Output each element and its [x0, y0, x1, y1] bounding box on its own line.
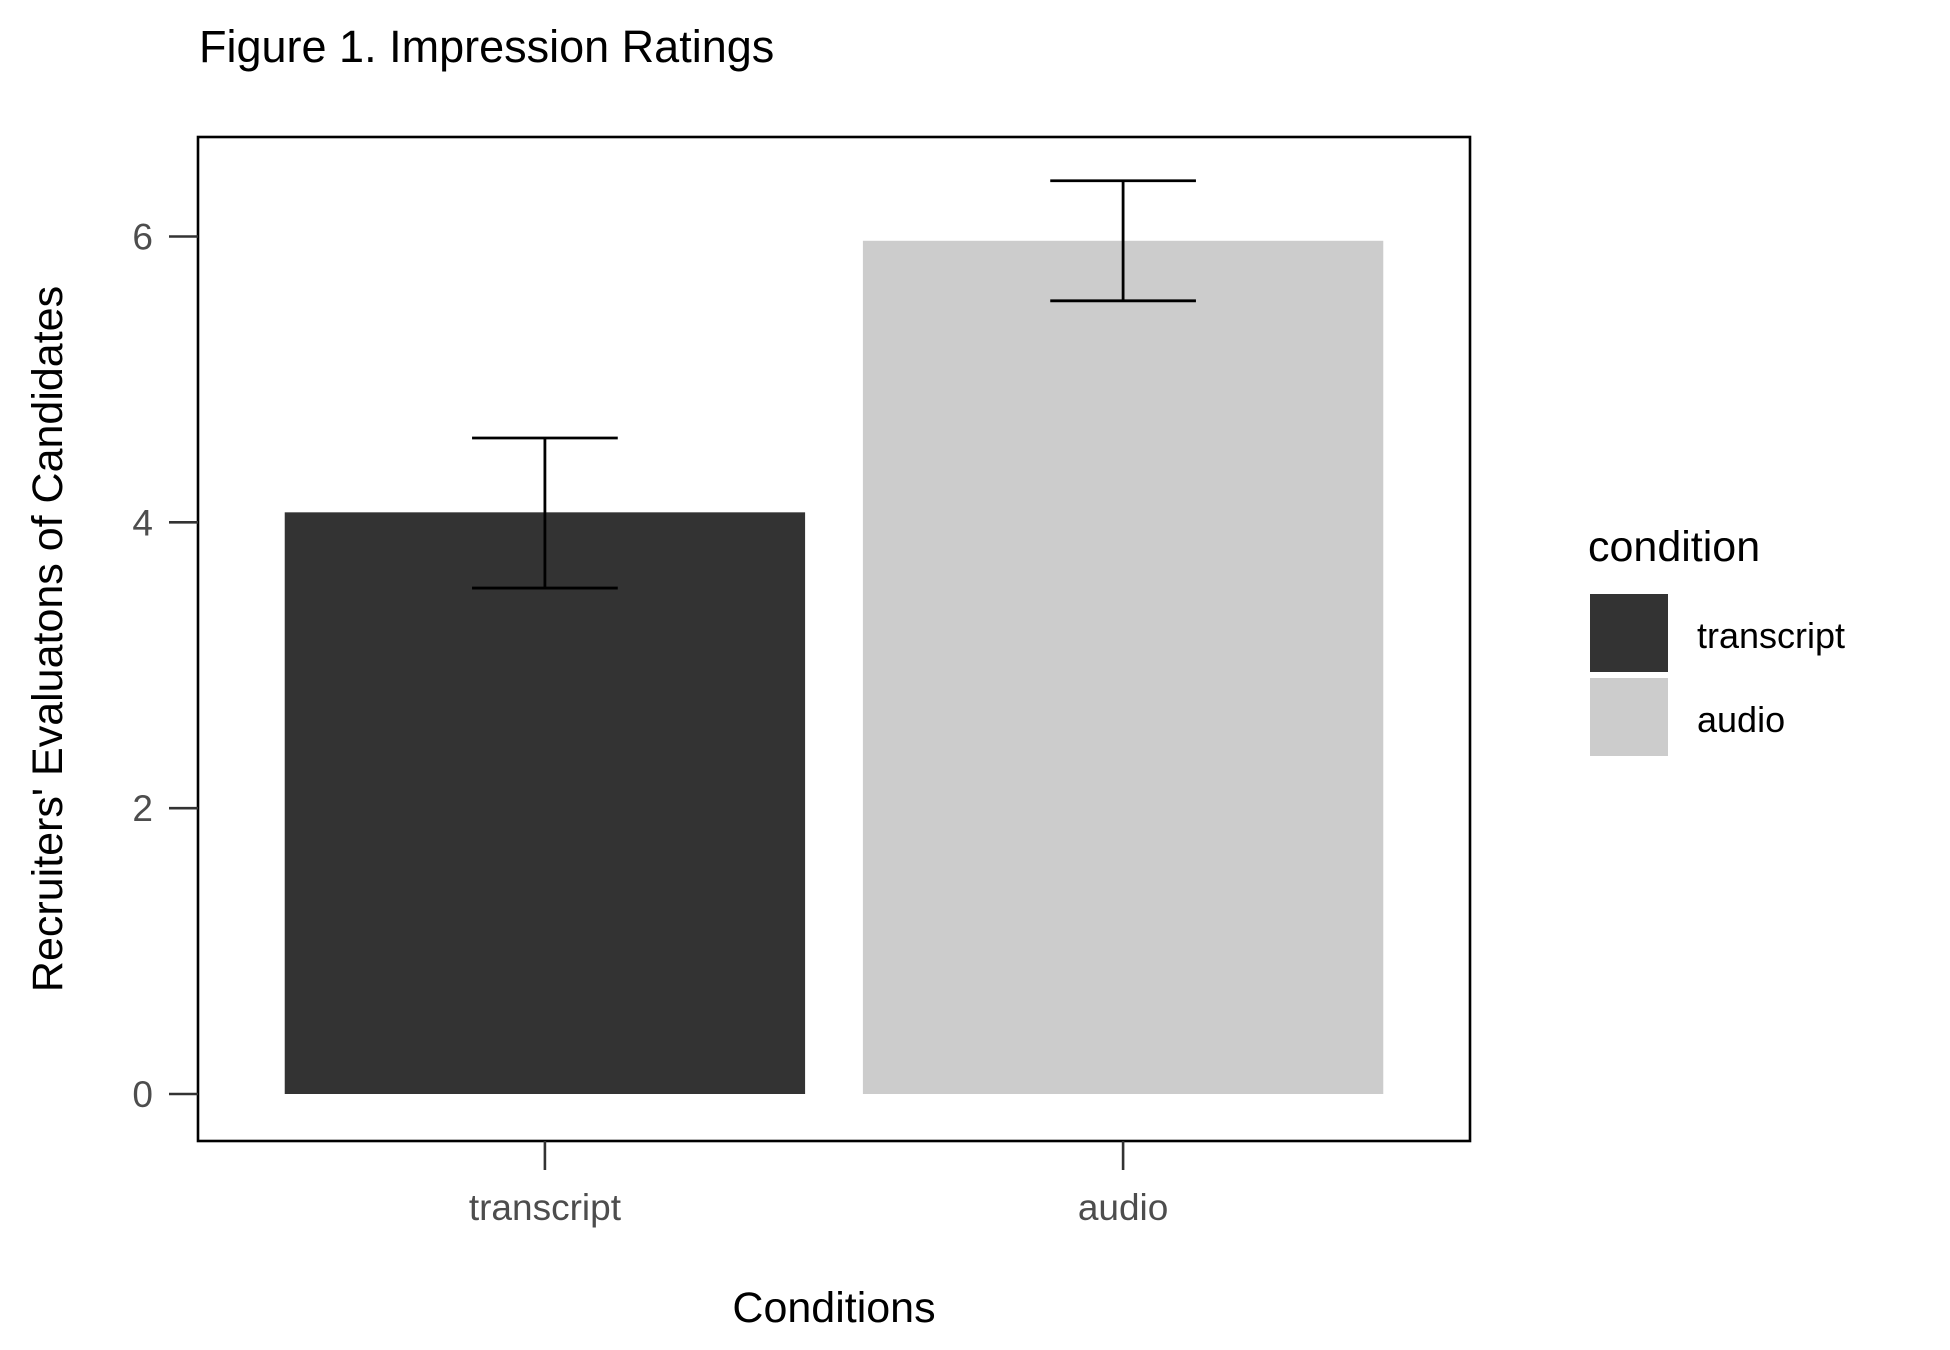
legend-label-audio: audio	[1697, 699, 1785, 740]
legend: condition transcript audio	[1588, 523, 1845, 756]
y-tick-label: 0	[132, 1074, 153, 1115]
error-bar-transcript	[472, 436, 618, 590]
y-tick-label: 2	[132, 788, 153, 829]
y-axis: 0 2 4 6	[132, 217, 198, 1115]
bar-transcript	[284, 512, 806, 1094]
y-tick-label: 6	[132, 217, 153, 258]
bar-audio	[862, 240, 1384, 1095]
y-axis-title: Recruiters' Evaluatons of Candidates	[24, 286, 72, 992]
x-tick-label: audio	[1078, 1187, 1169, 1228]
legend-key-audio	[1590, 678, 1668, 756]
error-bars-layer	[472, 179, 1196, 590]
plot-panel-border	[196, 135, 1472, 1143]
error-bar-audio	[1050, 179, 1196, 303]
x-axis: transcript audio	[469, 1141, 1169, 1228]
chart-title: Figure 1. Impression Ratings	[199, 21, 774, 72]
legend-title: condition	[1588, 523, 1760, 571]
legend-label-transcript: transcript	[1697, 615, 1845, 656]
x-axis-title: Conditions	[732, 1284, 935, 1332]
bars-layer	[284, 240, 1384, 1095]
legend-key-transcript	[1590, 594, 1668, 672]
x-tick-label: transcript	[469, 1187, 622, 1228]
y-tick-label: 4	[132, 502, 153, 543]
